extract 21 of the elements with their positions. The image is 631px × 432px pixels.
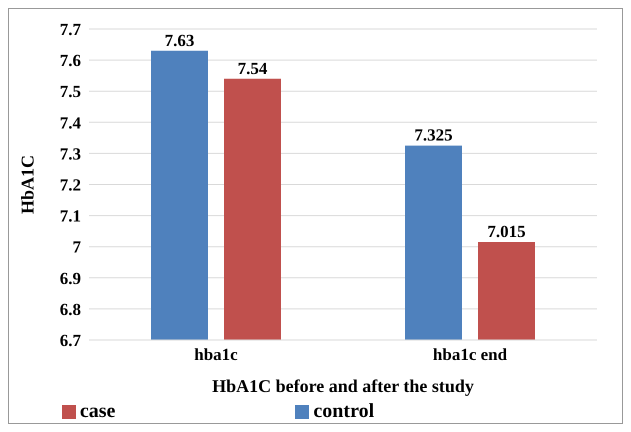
y-tick-label: 7.4 xyxy=(60,113,82,132)
data-label: 7.325 xyxy=(414,126,453,145)
y-axis-title: HbA1C xyxy=(17,154,38,214)
y-tick-label: 7.1 xyxy=(60,206,81,226)
y-tick-label: 7.5 xyxy=(60,82,81,102)
y-tick-label: 7.6 xyxy=(60,51,81,70)
y-tick-label: 7.2 xyxy=(60,176,81,195)
data-label: 7.54 xyxy=(238,58,268,78)
x-axis-title: HbA1C before and after the study xyxy=(212,376,474,396)
y-tick-label: 6.7 xyxy=(60,331,82,350)
x-tick-label: hba1c xyxy=(194,345,238,364)
y-tick-label: 6.8 xyxy=(60,300,81,319)
y-tick-label: 7.7 xyxy=(60,20,82,40)
y-tick-label: 7 xyxy=(72,238,82,257)
x-tick-label: hba1c end xyxy=(432,345,508,364)
data-label: 7.63 xyxy=(164,30,194,50)
legend-label: case xyxy=(80,400,116,422)
legend-label: control xyxy=(313,400,374,422)
data-label: 7.015 xyxy=(487,222,526,242)
y-tick-label: 7.3 xyxy=(60,144,81,164)
y-tick-label: 6.9 xyxy=(60,268,81,288)
